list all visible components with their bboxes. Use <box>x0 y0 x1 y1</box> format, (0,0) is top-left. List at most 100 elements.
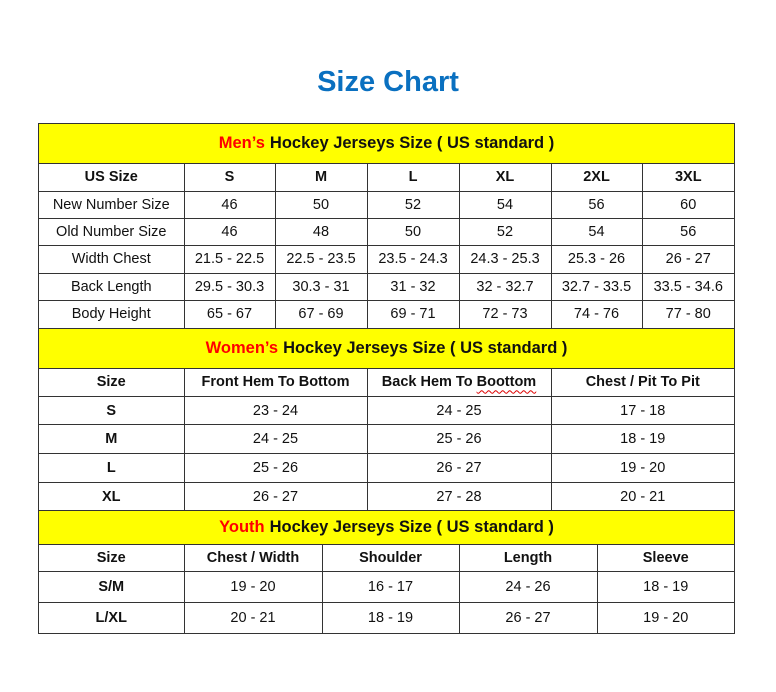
table-cell: 77 - 80 <box>642 300 734 329</box>
column-header: L <box>367 164 460 192</box>
row-label: L <box>39 453 185 483</box>
section-heading: Hockey Jerseys Size ( US standard ) <box>269 134 555 152</box>
table-cell: 24.3 - 25.3 <box>459 245 552 274</box>
table-cell: 19 - 20 <box>184 571 323 603</box>
table-cell: 18 - 19 <box>322 602 460 634</box>
table-row: Old Number Size 46 48 50 52 54 56 <box>39 218 734 246</box>
table-row: S/M 19 - 20 16 - 17 24 - 26 18 - 19 <box>39 571 734 603</box>
row-label: Width Chest <box>39 245 185 274</box>
table-cell: 54 <box>459 191 552 219</box>
table-row: Back Length 29.5 - 30.3 30.3 - 31 31 - 32 32… <box>39 273 734 301</box>
table-cell: 29.5 - 30.3 <box>184 273 276 301</box>
table-cell: 52 <box>367 191 460 219</box>
table-cell: 48 <box>275 218 368 246</box>
table-cell: 60 <box>642 191 734 219</box>
womens-size-table: Size Front Hem To Bottom Back Hem To Boott… <box>39 368 734 511</box>
table-cell: 26 - 27 <box>642 245 734 274</box>
table-row: M 24 - 25 25 - 26 18 - 19 <box>39 424 734 454</box>
table-cell: 67 - 69 <box>275 300 368 329</box>
table-row: L 25 - 26 26 - 27 19 - 20 <box>39 453 734 483</box>
youth-size-table: Size Chest / Width Shoulder Length Sleeve S/M… <box>39 545 734 634</box>
column-header: Chest / Pit To Pit <box>551 368 734 397</box>
table-cell: 46 <box>184 191 276 219</box>
table-cell: 24 - 25 <box>367 396 552 425</box>
table-cell: 24 - 25 <box>184 424 368 454</box>
table-cell: 26 - 27 <box>367 453 552 483</box>
column-header: Front Hem To Bottom <box>184 368 368 397</box>
youth-section-header: Youth Hockey Jerseys Size ( US standard ) <box>39 511 734 545</box>
section-highlight: Women’s <box>205 338 279 357</box>
header-row: Size Chest / Width Shoulder Length Sleeve <box>39 545 734 572</box>
table-cell: 32.7 - 33.5 <box>551 273 643 301</box>
column-header: 3XL <box>642 164 734 192</box>
table-cell: 32 - 32.7 <box>459 273 552 301</box>
column-header: Sleeve <box>597 545 734 572</box>
table-cell: 25 - 26 <box>184 453 368 483</box>
table-cell: 23.5 - 24.3 <box>367 245 460 274</box>
womens-section-header: Women’s Hockey Jerseys Size ( US standard… <box>39 328 734 369</box>
row-label: S <box>39 396 185 425</box>
table-row: New Number Size 46 50 52 54 56 60 <box>39 191 734 219</box>
section-heading: Hockey Jerseys Size ( US standard ) <box>283 338 568 357</box>
table-cell: 52 <box>459 218 552 246</box>
table-cell: 24 - 26 <box>459 571 598 603</box>
row-label: XL <box>39 482 185 511</box>
table-cell: 20 - 21 <box>184 602 323 634</box>
header-row: Size Front Hem To Bottom Back Hem To Boott… <box>39 368 734 397</box>
column-header: US Size <box>39 164 185 192</box>
table-cell: 46 <box>184 218 276 246</box>
size-chart: Men’s Hockey Jerseys Size ( US standard )… <box>38 123 735 634</box>
table-cell: 23 - 24 <box>184 396 368 425</box>
column-header: 2XL <box>551 164 643 192</box>
table-cell: 26 - 27 <box>459 602 598 634</box>
page-title: Size Chart <box>317 66 459 98</box>
table-cell: 65 - 67 <box>184 300 276 329</box>
section-heading: Hockey Jerseys Size ( US standard ) <box>269 518 554 536</box>
table-cell: 69 - 71 <box>367 300 460 329</box>
table-cell: 56 <box>551 191 643 219</box>
table-cell: 19 - 20 <box>597 602 734 634</box>
table-cell: 72 - 73 <box>459 300 552 329</box>
column-header: Size <box>39 545 185 572</box>
table-cell: 18 - 19 <box>551 424 734 454</box>
table-cell: 50 <box>275 191 368 219</box>
table-cell: 31 - 32 <box>367 273 460 301</box>
table-cell: 16 - 17 <box>322 571 460 603</box>
table-cell: 56 <box>642 218 734 246</box>
column-header: Shoulder <box>322 545 460 572</box>
table-cell: 19 - 20 <box>551 453 734 483</box>
table-cell: 33.5 - 34.6 <box>642 273 734 301</box>
table-row: Width Chest 21.5 - 22.5 22.5 - 23.5 23.5 - … <box>39 245 734 274</box>
table-cell: 17 - 18 <box>551 396 734 425</box>
table-cell: 30.3 - 31 <box>275 273 368 301</box>
column-header: S <box>184 164 276 192</box>
mens-section-header: Men’s Hockey Jerseys Size ( US standard ) <box>39 124 734 164</box>
row-label: L/XL <box>39 602 185 634</box>
column-header: Length <box>459 545 598 572</box>
table-row: XL 26 - 27 27 - 28 20 - 21 <box>39 482 734 511</box>
section-highlight: Men’s <box>218 134 265 152</box>
table-cell: 20 - 21 <box>551 482 734 511</box>
column-header: Back Hem To Boottom <box>367 368 552 397</box>
table-cell: 27 - 28 <box>367 482 552 511</box>
table-row: S 23 - 24 24 - 25 17 - 18 <box>39 396 734 425</box>
table-cell: 21.5 - 22.5 <box>184 245 276 274</box>
row-label: New Number Size <box>39 191 185 219</box>
table-cell: 54 <box>551 218 643 246</box>
table-cell: 25 - 26 <box>367 424 552 454</box>
header-row: US Size S M L XL 2XL 3XL <box>39 164 734 192</box>
section-highlight: Youth <box>219 518 265 536</box>
table-cell: 50 <box>367 218 460 246</box>
column-header: M <box>275 164 368 192</box>
table-row: L/XL 20 - 21 18 - 19 26 - 27 19 - 20 <box>39 602 734 634</box>
table-cell: 26 - 27 <box>184 482 368 511</box>
table-cell: 25.3 - 26 <box>551 245 643 274</box>
row-label: M <box>39 424 185 454</box>
mens-size-table: US Size S M L XL 2XL 3XL New Number Size 46 50 52 5… <box>39 164 734 329</box>
column-header: Size <box>39 368 185 397</box>
row-label: S/M <box>39 571 185 603</box>
column-header: Chest / Width <box>184 545 323 572</box>
row-label: Back Length <box>39 273 185 301</box>
column-header: XL <box>459 164 552 192</box>
table-cell: 22.5 - 23.5 <box>275 245 368 274</box>
